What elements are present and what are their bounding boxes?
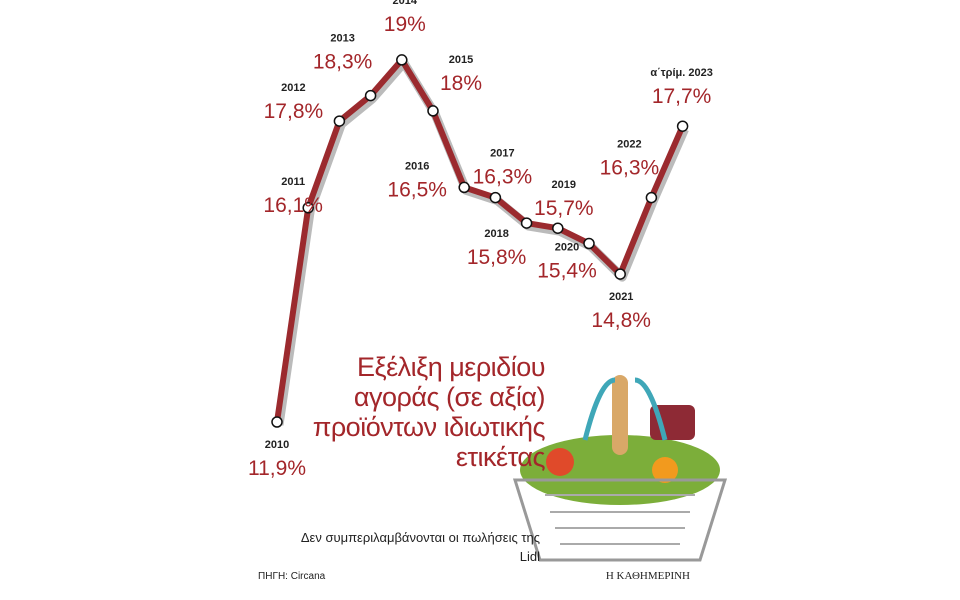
value-label: 15,8% <box>467 246 527 269</box>
bread <box>612 375 628 455</box>
category-label: 2011 <box>281 176 305 188</box>
point <box>458 181 470 194</box>
brand: Η ΚΑΘΗΜΕΡΙΝΗ <box>605 570 690 582</box>
value-label: 19% <box>384 13 426 36</box>
point <box>333 115 346 127</box>
value-label: 18,3% <box>313 51 373 74</box>
value-label: 16,3% <box>473 166 533 189</box>
point <box>552 222 564 234</box>
point <box>583 237 595 250</box>
value-label: 18% <box>440 72 482 95</box>
chart-title: Εξέλιξη μεριδίου αγοράς (σε αξία) προϊόν… <box>312 352 546 472</box>
category-label: 2017 <box>490 148 514 160</box>
category-label: 2012 <box>281 82 305 94</box>
point <box>645 191 658 204</box>
value-label: 17,8% <box>264 100 324 123</box>
category-label: 2020 <box>555 242 579 254</box>
category-label: 2016 <box>405 160 429 172</box>
point <box>271 416 283 428</box>
basket <box>512 375 728 562</box>
value-label: 14,8% <box>591 309 651 332</box>
value-label: 15,4% <box>537 260 597 283</box>
point <box>364 89 377 102</box>
handle <box>582 377 668 441</box>
category-label: 2022 <box>617 139 641 151</box>
category-label: 2014 <box>393 0 418 7</box>
value-label: 16,1% <box>263 194 323 217</box>
value-label: 16,5% <box>387 178 447 201</box>
category-label: 2010 <box>265 439 289 451</box>
value-label: 15,7% <box>534 197 594 220</box>
line <box>274 56 686 423</box>
category-label: 2021 <box>609 291 633 303</box>
point <box>302 202 314 214</box>
wire-basket <box>512 478 728 562</box>
source: ΠΗΓΗ: Circana <box>258 571 326 582</box>
point <box>427 105 439 117</box>
point <box>520 217 533 229</box>
point <box>396 54 408 66</box>
point <box>489 191 502 204</box>
category-label: 2015 <box>449 54 473 66</box>
orange <box>652 457 678 483</box>
point <box>676 120 689 132</box>
category-label: α΄τρίμ. 2023 <box>650 67 713 79</box>
category-label: 2019 <box>552 179 576 191</box>
wire <box>545 494 695 545</box>
note: Δεν συμπεριλαμβάνονται οι πωλήσεις της L… <box>300 530 540 564</box>
category-label: 2018 <box>484 228 508 240</box>
tomato <box>546 448 574 476</box>
point <box>614 268 626 280</box>
value-label: 11,9% <box>248 457 306 480</box>
category-label: 2013 <box>330 33 354 45</box>
value-label: 16,3% <box>600 157 660 180</box>
value-label: 17,7% <box>652 85 712 108</box>
